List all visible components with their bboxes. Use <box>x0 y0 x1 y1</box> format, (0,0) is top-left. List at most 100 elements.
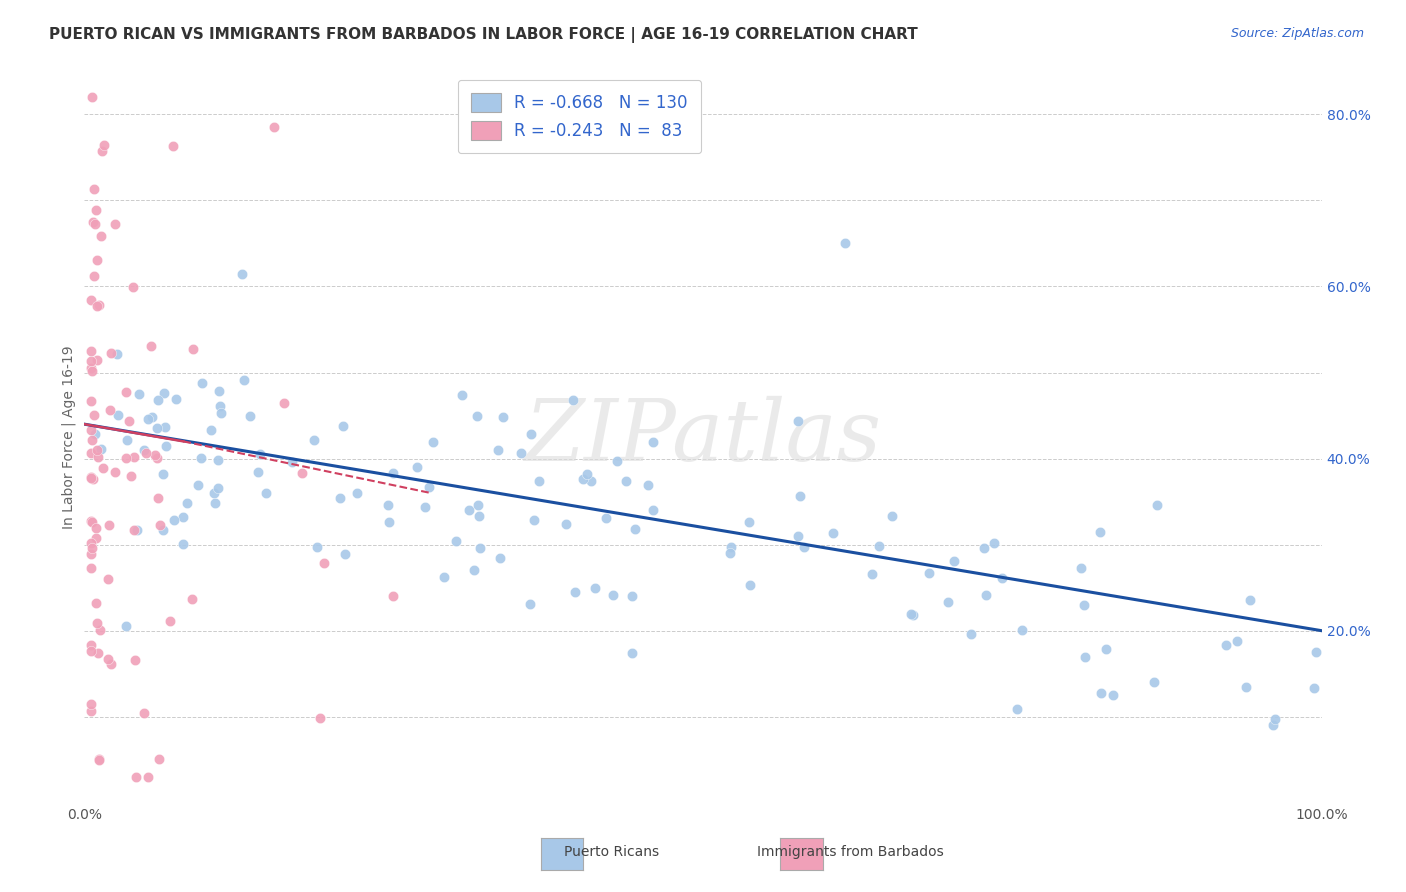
Point <box>91 145 114 159</box>
Point <box>124 770 146 784</box>
Point <box>555 517 578 532</box>
Point <box>382 589 405 603</box>
Point <box>79 423 101 437</box>
Point <box>463 563 485 577</box>
Point <box>208 384 231 398</box>
Point <box>148 752 170 766</box>
Point <box>433 570 456 584</box>
Point <box>467 498 489 512</box>
Point <box>80 90 103 104</box>
Point <box>181 343 204 357</box>
Point <box>936 595 959 609</box>
Point <box>519 598 541 612</box>
Point <box>176 496 198 510</box>
Point <box>153 420 176 434</box>
Point <box>115 619 138 633</box>
Point <box>581 474 603 488</box>
Point <box>172 537 194 551</box>
Point <box>97 572 120 586</box>
Point <box>249 447 271 461</box>
Point <box>84 531 107 545</box>
Point <box>377 515 399 529</box>
Point <box>1261 717 1284 731</box>
Point <box>291 466 314 480</box>
Point <box>520 427 543 442</box>
Point <box>444 534 467 549</box>
Point <box>900 607 922 621</box>
Point <box>415 500 437 515</box>
Point <box>187 478 209 492</box>
Point <box>148 491 170 505</box>
Point <box>281 455 304 469</box>
Point <box>312 556 335 570</box>
Point <box>233 373 256 387</box>
Point <box>492 410 515 425</box>
Point <box>510 446 533 460</box>
Point <box>89 752 111 766</box>
Point <box>991 571 1014 585</box>
Point <box>422 435 444 450</box>
Point <box>124 653 146 667</box>
Point <box>181 592 204 607</box>
Point <box>82 473 104 487</box>
Point <box>79 354 101 368</box>
Point <box>718 546 741 560</box>
Point <box>155 439 177 453</box>
Point <box>209 406 232 420</box>
Point <box>86 442 108 457</box>
Point <box>606 454 628 468</box>
Point <box>880 509 903 524</box>
Point <box>821 526 844 541</box>
Point <box>377 498 399 512</box>
Point <box>486 442 509 457</box>
Point <box>1090 686 1112 700</box>
Point <box>1143 675 1166 690</box>
Point <box>332 419 354 434</box>
Point <box>207 481 229 495</box>
Point <box>254 486 277 500</box>
Point <box>172 509 194 524</box>
Point <box>465 409 488 423</box>
Point <box>329 491 352 505</box>
Point <box>146 451 169 466</box>
Point <box>141 409 163 424</box>
Point <box>136 770 159 784</box>
Point <box>974 588 997 602</box>
Point <box>86 253 108 268</box>
Point <box>1264 713 1286 727</box>
Point <box>152 523 174 537</box>
Point <box>738 578 761 592</box>
Point <box>120 469 142 483</box>
Point <box>191 376 214 391</box>
Point <box>82 214 104 228</box>
Point <box>97 518 120 533</box>
Point <box>983 535 1005 549</box>
Point <box>146 420 169 434</box>
Point <box>793 540 815 554</box>
Point <box>1102 689 1125 703</box>
Point <box>247 465 270 479</box>
Point <box>79 536 101 550</box>
Point <box>1070 560 1092 574</box>
Point <box>105 347 128 361</box>
Point <box>1073 599 1095 613</box>
Point <box>84 521 107 535</box>
Text: Puerto Ricans: Puerto Ricans <box>564 845 659 859</box>
Text: PUERTO RICAN VS IMMIGRANTS FROM BARBADOS IN LABOR FORCE | AGE 16-19 CORRELATION : PUERTO RICAN VS IMMIGRANTS FROM BARBADOS… <box>49 27 918 43</box>
Point <box>100 402 122 417</box>
Point <box>302 434 325 448</box>
Point <box>79 293 101 307</box>
Point <box>207 453 229 467</box>
Point <box>87 753 110 767</box>
Point <box>789 489 811 503</box>
Point <box>1239 593 1261 607</box>
Point <box>90 228 112 243</box>
Point <box>115 384 138 399</box>
Point <box>162 513 184 527</box>
Text: Immigrants from Barbados: Immigrants from Barbados <box>758 845 943 859</box>
Point <box>135 446 157 460</box>
Point <box>263 120 285 135</box>
Point <box>273 396 295 410</box>
Point <box>79 361 101 376</box>
Point <box>104 465 127 479</box>
